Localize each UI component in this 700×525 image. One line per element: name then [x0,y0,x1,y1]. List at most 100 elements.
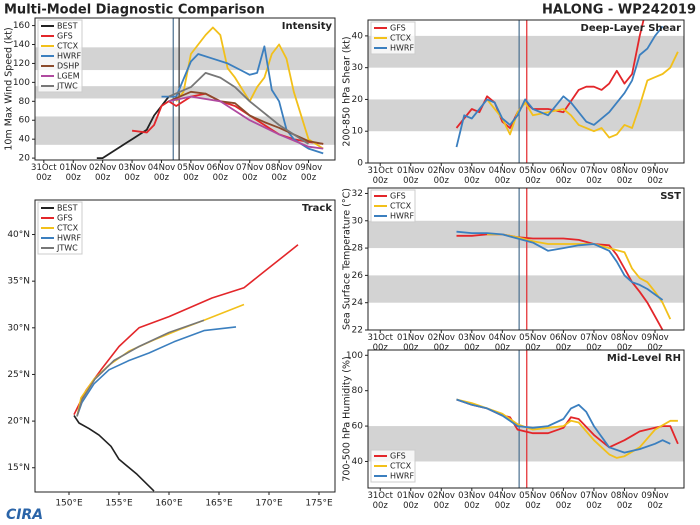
x-tick-label: 06Nov 00z [549,333,578,353]
legend-label: CTCX [390,202,412,211]
frame [367,19,685,164]
y-tick-label: 30 [352,63,364,73]
legend-label: LGEM [57,72,80,81]
x-tick-label: 09Nov 00z [641,333,669,353]
x-tick-label: 05Nov 00z [519,333,547,353]
legend-label: HWRF [390,212,414,221]
y-tick-label: 40°N [7,230,30,240]
y-axis-label: 200-850 hPa Shear (kt) [342,36,353,146]
legend-label: GFS [390,452,406,461]
y-axis-label: Sea Surface Temperature (°C) [342,188,353,330]
legend-label: HWRF [57,234,81,243]
legend-label: HWRF [57,52,81,61]
plot-area [35,18,335,160]
legend-label: GFS [57,32,73,41]
series-line [73,244,299,415]
legend-label: CTCX [57,224,79,233]
x-tick-label: 160°E [155,499,183,509]
x-tick-label: 08Nov 00z [610,491,639,511]
series-line [168,72,309,145]
x-tick-label: 01Nov 00z [397,166,425,186]
x-tick-label: 31Oct 00z [367,166,393,186]
legend-label: JTWC [56,244,78,253]
x-tick-label: 07Nov 00z [580,491,608,511]
x-tick-label: 02Nov 00z [427,166,455,186]
x-tick-label: 05Nov 00z [519,491,547,511]
x-tick-label: 03Nov 00z [118,163,146,183]
y-tick-label: 28 [352,244,364,254]
y-tick-label: 20°N [7,417,30,427]
y-tick-label: 40 [352,31,364,41]
y-tick-label: 40 [19,135,31,145]
band [368,220,684,249]
legend-label: BEST [57,204,78,213]
x-tick-label: 06Nov 00z [206,163,234,183]
legend-label: HWRF [390,44,414,53]
y-tick-label: 80 [19,97,31,107]
y-tick-label: 30 [352,216,364,226]
series-line [76,303,245,417]
plot-area [368,188,684,330]
plot-area [368,20,684,163]
plot-area [368,350,684,488]
x-tick-label: 08Nov 00z [265,163,293,183]
legend-label: HWRF [390,472,414,481]
x-tick-label: 155°E [105,499,133,509]
logo: CIRA [6,507,43,523]
legend-label: DSHP [57,62,79,71]
x-tick-label: 31Oct 00z [367,333,393,353]
legend-label: CTCX [390,34,412,43]
legend-box [37,19,83,93]
panel-title: SST [660,191,681,202]
y-tick-label: 10 [352,127,364,137]
x-tick-label: 150°E [55,499,83,509]
frame [367,187,685,331]
x-tick-label: 01Nov 00z [59,163,87,183]
series-line [76,319,205,417]
plot-area [73,244,299,492]
legend-label: GFS [57,214,73,223]
x-tick-label: 07Nov 00z [236,163,264,183]
y-tick-label: 30°N [7,323,30,333]
y-tick-label: 22 [352,326,363,336]
x-tick-label: 01Nov 00z [397,491,425,511]
y-tick-label: 120 [13,59,30,69]
legend-label: JTWC [56,82,78,91]
series-line [487,233,672,320]
series-line [161,45,324,155]
x-tick-label: 04Nov 00z [488,333,517,353]
storm-id: HALONG - WP242019 [542,3,696,18]
x-tick-label: 02Nov 00z [88,163,117,183]
band [368,35,684,68]
page-title: Multi-Model Diagnostic Comparison [4,3,265,18]
series-line [168,95,324,150]
panel-title: Track [302,203,332,214]
y-tick-label: 0 [357,159,363,169]
x-tick-label: 08Nov 00z [610,333,639,353]
series-line [456,230,664,301]
series-line [76,326,237,417]
x-tick-label: 02Nov 00z [427,491,455,511]
y-tick-label: 26 [352,271,364,281]
x-tick-label: 04Nov 00z [488,491,517,511]
x-tick-label: 165°E [205,499,233,509]
panel-title: Intensity [282,21,333,32]
y-axis-label: 700-500 hPa Humidity (%) [342,356,353,481]
x-tick-label: 08Nov 00z [610,166,639,186]
frame [367,349,685,489]
x-tick-label: 175°E [305,499,333,509]
x-tick-label: 05Nov 00z [177,163,205,183]
y-tick-label: 24 [352,298,364,308]
x-tick-label: 07Nov 00z [580,333,608,353]
legend-label: GFS [390,24,406,33]
y-tick-label: 100 [13,78,30,88]
y-tick-label: 20 [352,95,364,105]
y-axis-label: 10m Max Wind Speed (kt) [4,27,15,150]
x-tick-label: 05Nov 00z [519,166,547,186]
x-tick-label: 04Nov 00z [488,166,517,186]
band [35,86,335,99]
x-tick-label: 31Oct 00z [31,163,57,183]
y-tick-label: 20 [19,154,31,164]
y-tick-label: 160 [13,21,30,31]
